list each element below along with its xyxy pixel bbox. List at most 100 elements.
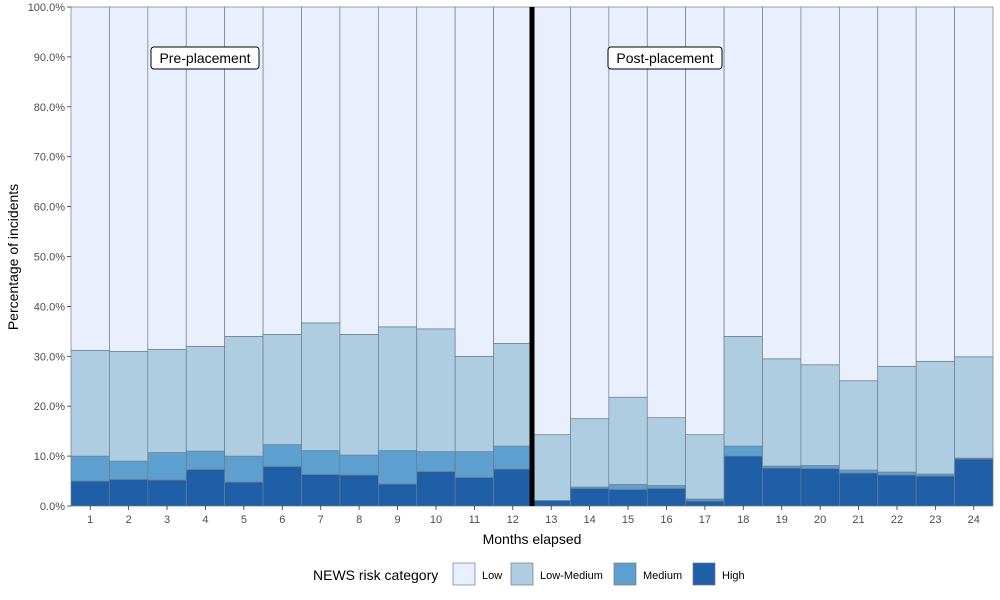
bar-segment-high-month-5 — [224, 481, 264, 507]
bar-segment-high-month-18 — [723, 455, 763, 507]
x-tick-label: 19 — [776, 514, 788, 526]
bar-segment-low-medium-month-21 — [838, 380, 879, 471]
y-tick-label: 10.0% — [34, 451, 65, 463]
bar-segment-low-month-12 — [493, 6, 533, 344]
bar-segment-low-medium-month-11 — [454, 355, 494, 452]
bar-segment-low-month-13 — [531, 6, 571, 435]
y-axis: 0.0% 10.0% 20.0% 30.0% 40.0% 50.0% 60.0% 70.0% 8… — [28, 2, 71, 513]
bar-segment-medium-month-9 — [377, 450, 418, 485]
legend-label-low-medium: Low-Medium — [540, 570, 603, 582]
bar-segment-high-month-6 — [262, 466, 302, 507]
y-tick-label: 20.0% — [34, 401, 65, 413]
x-tick-label: 6 — [279, 514, 285, 526]
bar-segment-high-month-10 — [416, 471, 456, 507]
y-tick-label: 40.0% — [34, 301, 65, 313]
annotation-pre-placement: Pre-placement — [150, 46, 260, 70]
bar-segment-high-month-17 — [685, 500, 725, 507]
bar-segment-high-month-14 — [570, 488, 610, 507]
bar-segment-low-month-15 — [608, 6, 648, 398]
bar-segment-low-month-18 — [723, 6, 763, 337]
legend-swatch-low-medium — [510, 562, 534, 586]
bar-segment-low-month-19 — [762, 6, 802, 360]
x-tick-label: 17 — [699, 514, 711, 526]
annotation-post-text: Post-placement — [616, 50, 713, 66]
annotation-post-placement: Post-placement — [607, 46, 723, 70]
bar-segment-low-medium-month-9 — [377, 326, 418, 451]
x-tick-label: 4 — [202, 514, 208, 526]
bar-segment-high-month-16 — [646, 488, 687, 507]
x-axis-title: Months elapsed — [483, 531, 582, 547]
bar-segment-high-month-9 — [377, 483, 418, 507]
bar-segment-medium-month-7 — [301, 450, 341, 475]
bar-segment-low-medium-month-1 — [70, 349, 110, 457]
bar-segment-low-medium-month-7 — [301, 322, 341, 451]
bar-segment-low-month-24 — [954, 6, 994, 358]
bar-segment-low-medium-month-3 — [147, 348, 187, 453]
x-tick-label: 8 — [356, 514, 362, 526]
bar-segment-low-medium-month-24 — [954, 356, 994, 459]
x-tick-label: 11 — [469, 514, 480, 526]
x-tick-label: 3 — [164, 514, 170, 526]
y-tick-label: 70.0% — [34, 152, 65, 164]
bar-segment-medium-month-12 — [493, 445, 533, 470]
legend-label-medium: Medium — [643, 570, 682, 582]
bar-segment-low-month-16 — [646, 6, 687, 419]
bar-segment-medium-month-21 — [838, 469, 879, 474]
y-axis-title: Percentage of incidents — [5, 184, 21, 330]
x-tick-label: 21 — [852, 514, 864, 526]
bar-segment-medium-month-18 — [723, 445, 763, 457]
x-tick-label: 1 — [87, 514, 93, 526]
x-axis: 1 2 3 4 5 6 7 8 9 10 11 12 13 14 15 16 17 18 19 20 21 22 23 24 — [87, 506, 980, 526]
bar-segment-low-medium-month-23 — [915, 360, 955, 475]
legend-label-low: Low — [482, 570, 502, 582]
bar-segment-high-month-4 — [185, 469, 226, 507]
bar-segment-low-medium-month-12 — [493, 342, 533, 447]
bar-segment-medium-month-3 — [147, 452, 187, 481]
legend: NEWS risk category Low Low-Medium Medium Hi… — [313, 562, 745, 586]
bar-segment-medium-month-15 — [608, 484, 648, 490]
bar-segment-low-medium-month-15 — [608, 396, 648, 485]
x-tick-label: 18 — [737, 514, 749, 526]
bar-segment-low-medium-month-13 — [531, 434, 571, 501]
x-tick-label: 23 — [929, 514, 941, 526]
bar-segment-medium-month-11 — [454, 451, 494, 478]
annotation-pre-box — [150, 46, 260, 70]
bar-segment-high-month-21 — [838, 472, 879, 507]
legend-items: Low Low-Medium Medium High — [452, 562, 745, 586]
bar-segment-low-month-10 — [416, 6, 456, 330]
bar-segment-low-medium-month-4 — [185, 345, 226, 452]
x-tick-label: 2 — [126, 514, 132, 526]
annotation-post-box — [607, 46, 723, 70]
bar-segment-low-month-9 — [377, 6, 418, 328]
y-tick-label: 30.0% — [34, 351, 65, 363]
bar-segment-high-month-19 — [762, 467, 802, 507]
bar-segment-low-medium-month-22 — [877, 365, 917, 473]
x-tick-label: 9 — [394, 514, 400, 526]
legend-swatch-low — [452, 562, 476, 586]
bar-segment-low-medium-month-17 — [685, 434, 725, 500]
y-tick-label: 50.0% — [34, 252, 65, 264]
bar-segment-high-month-24 — [954, 458, 994, 507]
y-tick-label: 60.0% — [34, 202, 65, 214]
bar-segment-high-month-15 — [608, 489, 648, 507]
x-tick-label: 10 — [430, 514, 442, 526]
x-tick-label: 7 — [318, 514, 324, 526]
legend-swatch-medium — [613, 562, 637, 586]
bar-segment-low-medium-month-6 — [262, 333, 302, 445]
bar-segment-high-month-13 — [531, 500, 571, 507]
bar-segment-low-month-6 — [262, 6, 302, 335]
bar-segment-low-medium-month-18 — [723, 335, 763, 447]
bar-segment-high-month-23 — [915, 475, 955, 507]
bar-segment-low-medium-month-20 — [800, 364, 840, 466]
bar-segment-medium-month-2 — [109, 460, 149, 480]
y-tick-label: 100.0% — [28, 2, 66, 14]
bar-segment-low-month-1 — [70, 6, 110, 351]
legend-swatch-high — [692, 562, 716, 586]
x-tick-label: 16 — [660, 514, 672, 526]
bar-segment-low-month-23 — [915, 6, 955, 362]
x-tick-label: 14 — [584, 514, 596, 526]
bar-segment-low-medium-month-5 — [224, 335, 264, 457]
bar-segment-low-medium-month-2 — [109, 350, 149, 462]
bar-segment-high-month-12 — [493, 468, 533, 507]
